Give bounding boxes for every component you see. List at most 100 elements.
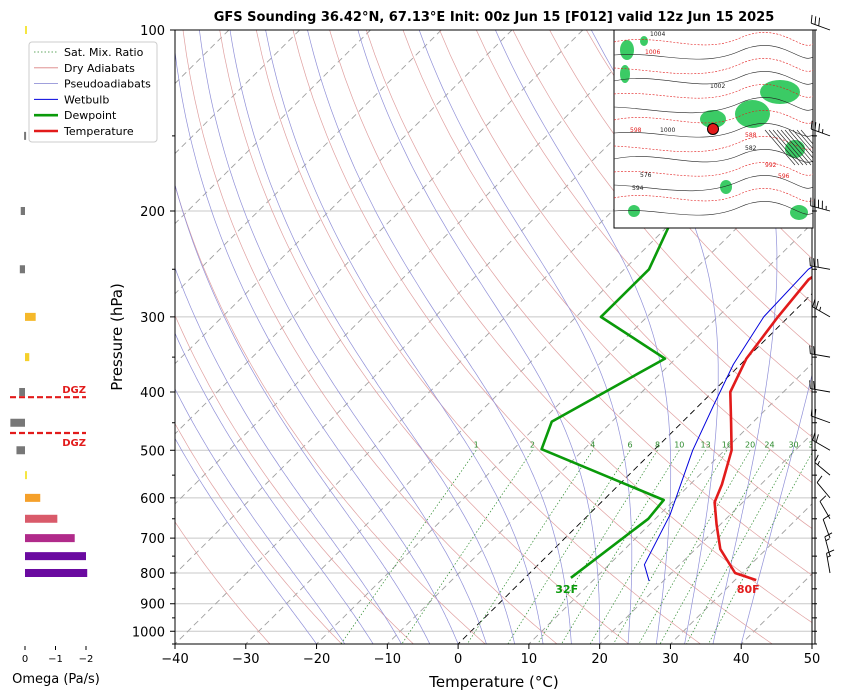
barb-staff: [812, 306, 831, 318]
wind-barb: [816, 475, 831, 499]
pseudoadiabat: [175, 388, 346, 644]
contour-label: 1004: [650, 31, 665, 38]
pseudoadiabat: [175, 332, 374, 644]
dry-adiabat: [255, 30, 701, 644]
mixing-ratio-label: 13: [701, 440, 711, 449]
barb-staff: [810, 265, 831, 270]
pseudoadiabat: [175, 266, 402, 644]
omega-bar: [25, 514, 58, 523]
mixing-ratio-label: 4: [590, 440, 595, 449]
mixing-ratio-line: [561, 450, 680, 644]
pseudoadiabat: [175, 183, 431, 644]
x-tick-label: −20: [303, 652, 330, 667]
contour-line: [768, 129, 800, 166]
barb-staff: [811, 22, 831, 31]
contour-line: [764, 129, 796, 166]
dry-adiabat: [549, 30, 812, 348]
pseudoadiabat: [418, 30, 633, 644]
mixing-ratio-line: [401, 450, 533, 644]
barb-staff: [822, 519, 831, 539]
y-tick-label: 900: [140, 598, 165, 613]
legend: Sat. Mix. Ratio Dry Adiabats Pseudoadiabat…: [28, 41, 158, 143]
barb-flag: [809, 345, 811, 354]
y-tick-label: 500: [140, 444, 165, 459]
pseudoadiabat: [199, 30, 487, 644]
x-tick-label: −10: [374, 652, 401, 667]
y-tick-label: 600: [140, 492, 165, 507]
barb-flag: [810, 120, 813, 130]
barb-flag: [814, 409, 817, 418]
contour-line: [614, 149, 813, 163]
contour-line: [796, 129, 813, 150]
dry-adiabat: [512, 30, 812, 393]
mixing-ratio-line: [467, 450, 594, 644]
isotherm: [175, 30, 584, 435]
barb-flag: [818, 123, 821, 132]
legend-label: Temperature: [63, 125, 134, 138]
mixing-ratio-label: 24: [764, 440, 774, 449]
mixing-ratio-label: 2: [530, 440, 535, 449]
barb-flag: [815, 434, 819, 443]
contour-label: 598: [630, 127, 642, 134]
precip-area: [760, 80, 800, 104]
isotherm: [740, 573, 812, 644]
annotation-label: 32F: [555, 583, 578, 596]
barb-staff: [810, 205, 831, 212]
mixing-ratio-line: [613, 450, 728, 644]
omega-bar: [25, 568, 88, 577]
dgz-label: DGZ: [62, 438, 86, 449]
isotherm: [175, 30, 513, 365]
barb-flag: [817, 258, 819, 268]
inset-content: 1004 1006 1000 992 576 588 594 598 582 596 1002: [614, 31, 813, 220]
y-tick-label: 200: [140, 205, 165, 220]
omega-bar: [25, 26, 27, 34]
pseudoadiabat: [740, 373, 812, 644]
series-dewpoint: [540, 112, 812, 579]
mixing-ratio-label: 10: [674, 440, 684, 449]
station-marker: [707, 123, 719, 135]
barb-flag: [813, 346, 815, 355]
barb-flag: [813, 380, 815, 390]
mixing-ratio-line: [537, 450, 658, 644]
dry-adiabat: [365, 30, 812, 576]
omega-bar: [24, 131, 27, 140]
barb-staff: [811, 128, 831, 137]
contour-line: [614, 201, 813, 216]
mixing-ratio-line: [589, 450, 706, 644]
contour-line: [614, 136, 813, 153]
mixing-ratio-label: 16: [722, 440, 732, 449]
mixing-ratio-label: 6: [628, 440, 633, 449]
contour-line: [792, 129, 813, 154]
precip-area: [790, 205, 808, 220]
isotherm: [175, 30, 442, 295]
contour-label: 576: [640, 172, 652, 179]
barb-flag: [818, 17, 821, 26]
wind-barb: [809, 380, 831, 393]
dgz-label: DGZ: [62, 385, 86, 396]
x-tick-label: 50: [804, 652, 821, 667]
contour-line: [772, 129, 804, 166]
precip-area: [700, 110, 726, 128]
barb-flag: [809, 380, 811, 389]
x-tick-label: 30: [662, 652, 679, 667]
contour-line: [614, 45, 813, 60]
wind-barb: [812, 432, 831, 451]
barb-staff: [816, 482, 831, 499]
barb-flag: [809, 257, 811, 266]
barb-flag: [814, 454, 819, 463]
barb-flag: [814, 122, 817, 131]
barb-staff: [812, 439, 831, 451]
y-tick-label: 100: [140, 24, 165, 39]
barb-flag: [810, 407, 813, 416]
x-tick-label: −30: [232, 652, 259, 667]
omega-bar: [16, 446, 25, 455]
omega-bar: [25, 312, 36, 321]
contour-line: [800, 129, 813, 145]
pseudoadiabat: [307, 30, 572, 644]
omega-bar: [25, 471, 27, 480]
dry-adiabat: [585, 30, 812, 304]
contour-label: 1002: [710, 83, 725, 90]
pseudoadiabat: [229, 30, 516, 644]
omega-tick-label: −1: [48, 654, 63, 665]
contour-label: 1000: [660, 127, 675, 134]
